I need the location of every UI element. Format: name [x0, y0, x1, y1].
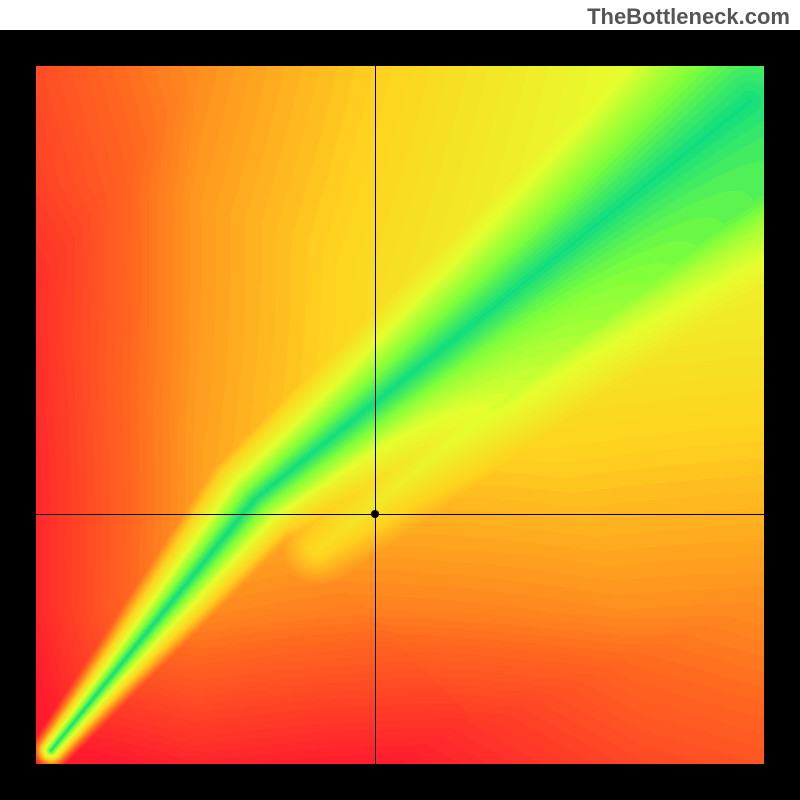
watermark-text: TheBottleneck.com	[587, 4, 790, 30]
heatmap-canvas	[36, 66, 764, 764]
root-container: { "watermark": { "text": "TheBottleneck.…	[0, 0, 800, 800]
chart-frame	[0, 30, 800, 800]
crosshair-horizontal	[36, 514, 764, 515]
crosshair-vertical	[375, 66, 376, 764]
marker-point[interactable]	[371, 510, 379, 518]
